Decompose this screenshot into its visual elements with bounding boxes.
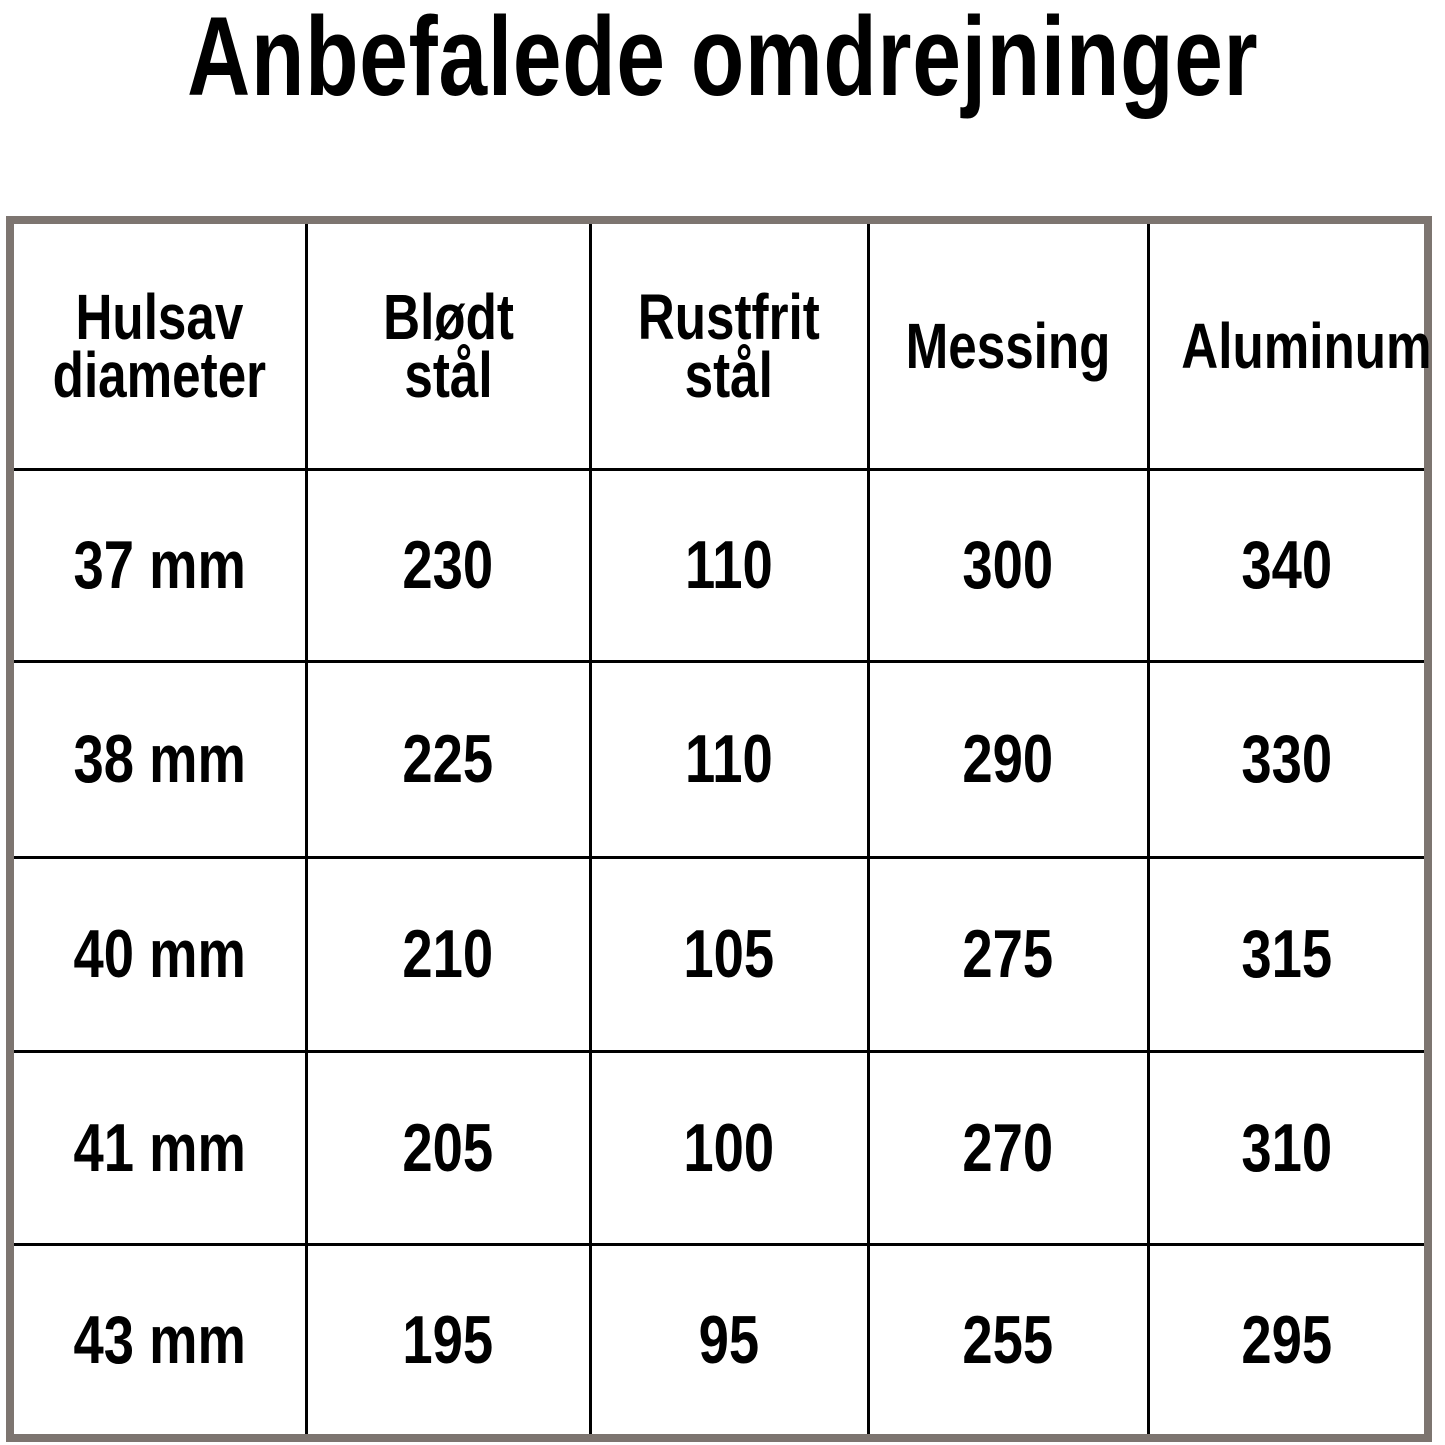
cell-value: 300 bbox=[962, 527, 1054, 603]
table-cell: 290 bbox=[866, 659, 1150, 859]
table-cell: 205 bbox=[304, 1049, 592, 1246]
header-label: Hulsav diameter bbox=[52, 280, 266, 411]
header-cell: Messing bbox=[866, 224, 1150, 469]
cell-value: 37 mm bbox=[73, 527, 246, 603]
title-text: Anbefalede omdrejninger bbox=[186, 0, 1259, 119]
cell-value: 315 bbox=[1241, 916, 1333, 992]
rpm-table: Hulsav diameter Blødt stål Rustfrit stål… bbox=[6, 216, 1432, 1442]
table-cell: 95 bbox=[588, 1242, 870, 1434]
table-row: 38 mm 225 110 290 330 bbox=[14, 659, 1424, 859]
table-cell: 330 bbox=[1146, 659, 1424, 859]
cell-value: 205 bbox=[402, 1109, 494, 1186]
header-row: Hulsav diameter Blødt stål Rustfrit stål… bbox=[14, 224, 1431, 469]
table-cell: 105 bbox=[588, 855, 870, 1053]
table-row: 41 mm 205 100 270 310 bbox=[14, 1049, 1424, 1246]
header-label: Blødt stål bbox=[382, 280, 514, 411]
header-label: Rustfrit stål bbox=[637, 280, 821, 411]
table-cell: 315 bbox=[1146, 855, 1424, 1053]
cell-value: 295 bbox=[1241, 1301, 1333, 1378]
table-cell: 43 mm bbox=[14, 1242, 308, 1434]
cell-value: 40 mm bbox=[73, 916, 246, 992]
table-cell: 295 bbox=[1146, 1242, 1424, 1434]
cell-value: 195 bbox=[402, 1301, 494, 1378]
table-cell: 225 bbox=[304, 659, 592, 859]
table-cell: 310 bbox=[1146, 1049, 1424, 1246]
cell-value: 38 mm bbox=[73, 721, 246, 797]
cell-value: 95 bbox=[698, 1301, 760, 1378]
table-row: 43 mm 195 95 255 295 bbox=[14, 1242, 1424, 1434]
table-cell: 100 bbox=[588, 1049, 870, 1246]
table-row: 40 mm 210 105 275 315 bbox=[14, 855, 1424, 1053]
table-row: 37 mm 230 110 300 340 bbox=[14, 467, 1424, 663]
header-label: Aluminum bbox=[1180, 309, 1432, 382]
table-cell: 110 bbox=[588, 659, 870, 859]
table-cell: 41 mm bbox=[14, 1049, 308, 1246]
cell-value: 43 mm bbox=[73, 1301, 246, 1378]
table-cell: 40 mm bbox=[14, 855, 308, 1053]
table-cell: 210 bbox=[304, 855, 592, 1053]
table-cell: 300 bbox=[866, 467, 1150, 663]
cell-value: 230 bbox=[402, 527, 494, 603]
table-cell: 110 bbox=[588, 467, 870, 663]
table-cell: 38 mm bbox=[14, 659, 308, 859]
table-cell: 340 bbox=[1146, 467, 1424, 663]
header-cell: Aluminum bbox=[1146, 224, 1431, 469]
table-cell: 37 mm bbox=[14, 467, 308, 663]
cell-value: 275 bbox=[962, 916, 1054, 992]
table-cell: 195 bbox=[304, 1242, 592, 1434]
table-cell: 230 bbox=[304, 467, 592, 663]
cell-value: 310 bbox=[1241, 1109, 1333, 1186]
header-cell: Rustfrit stål bbox=[588, 224, 870, 469]
table-cell: 255 bbox=[866, 1242, 1150, 1434]
page-title: Anbefalede omdrejninger bbox=[0, 0, 1445, 121]
cell-value: 225 bbox=[402, 721, 494, 797]
table-cell: 270 bbox=[866, 1049, 1150, 1246]
cell-value: 110 bbox=[685, 527, 773, 603]
cell-value: 340 bbox=[1241, 527, 1333, 603]
header-label: Messing bbox=[905, 309, 1111, 382]
header-cell: Hulsav diameter bbox=[14, 224, 308, 469]
table-cell: 275 bbox=[866, 855, 1150, 1053]
cell-value: 210 bbox=[402, 916, 494, 992]
cell-value: 270 bbox=[962, 1109, 1054, 1186]
cell-value: 290 bbox=[962, 721, 1054, 797]
cell-value: 330 bbox=[1241, 721, 1333, 797]
cell-value: 110 bbox=[685, 721, 773, 797]
cell-value: 41 mm bbox=[73, 1109, 246, 1186]
cell-value: 105 bbox=[683, 916, 775, 992]
cell-value: 100 bbox=[683, 1109, 775, 1186]
cell-value: 255 bbox=[962, 1301, 1054, 1378]
header-cell: Blødt stål bbox=[304, 224, 592, 469]
